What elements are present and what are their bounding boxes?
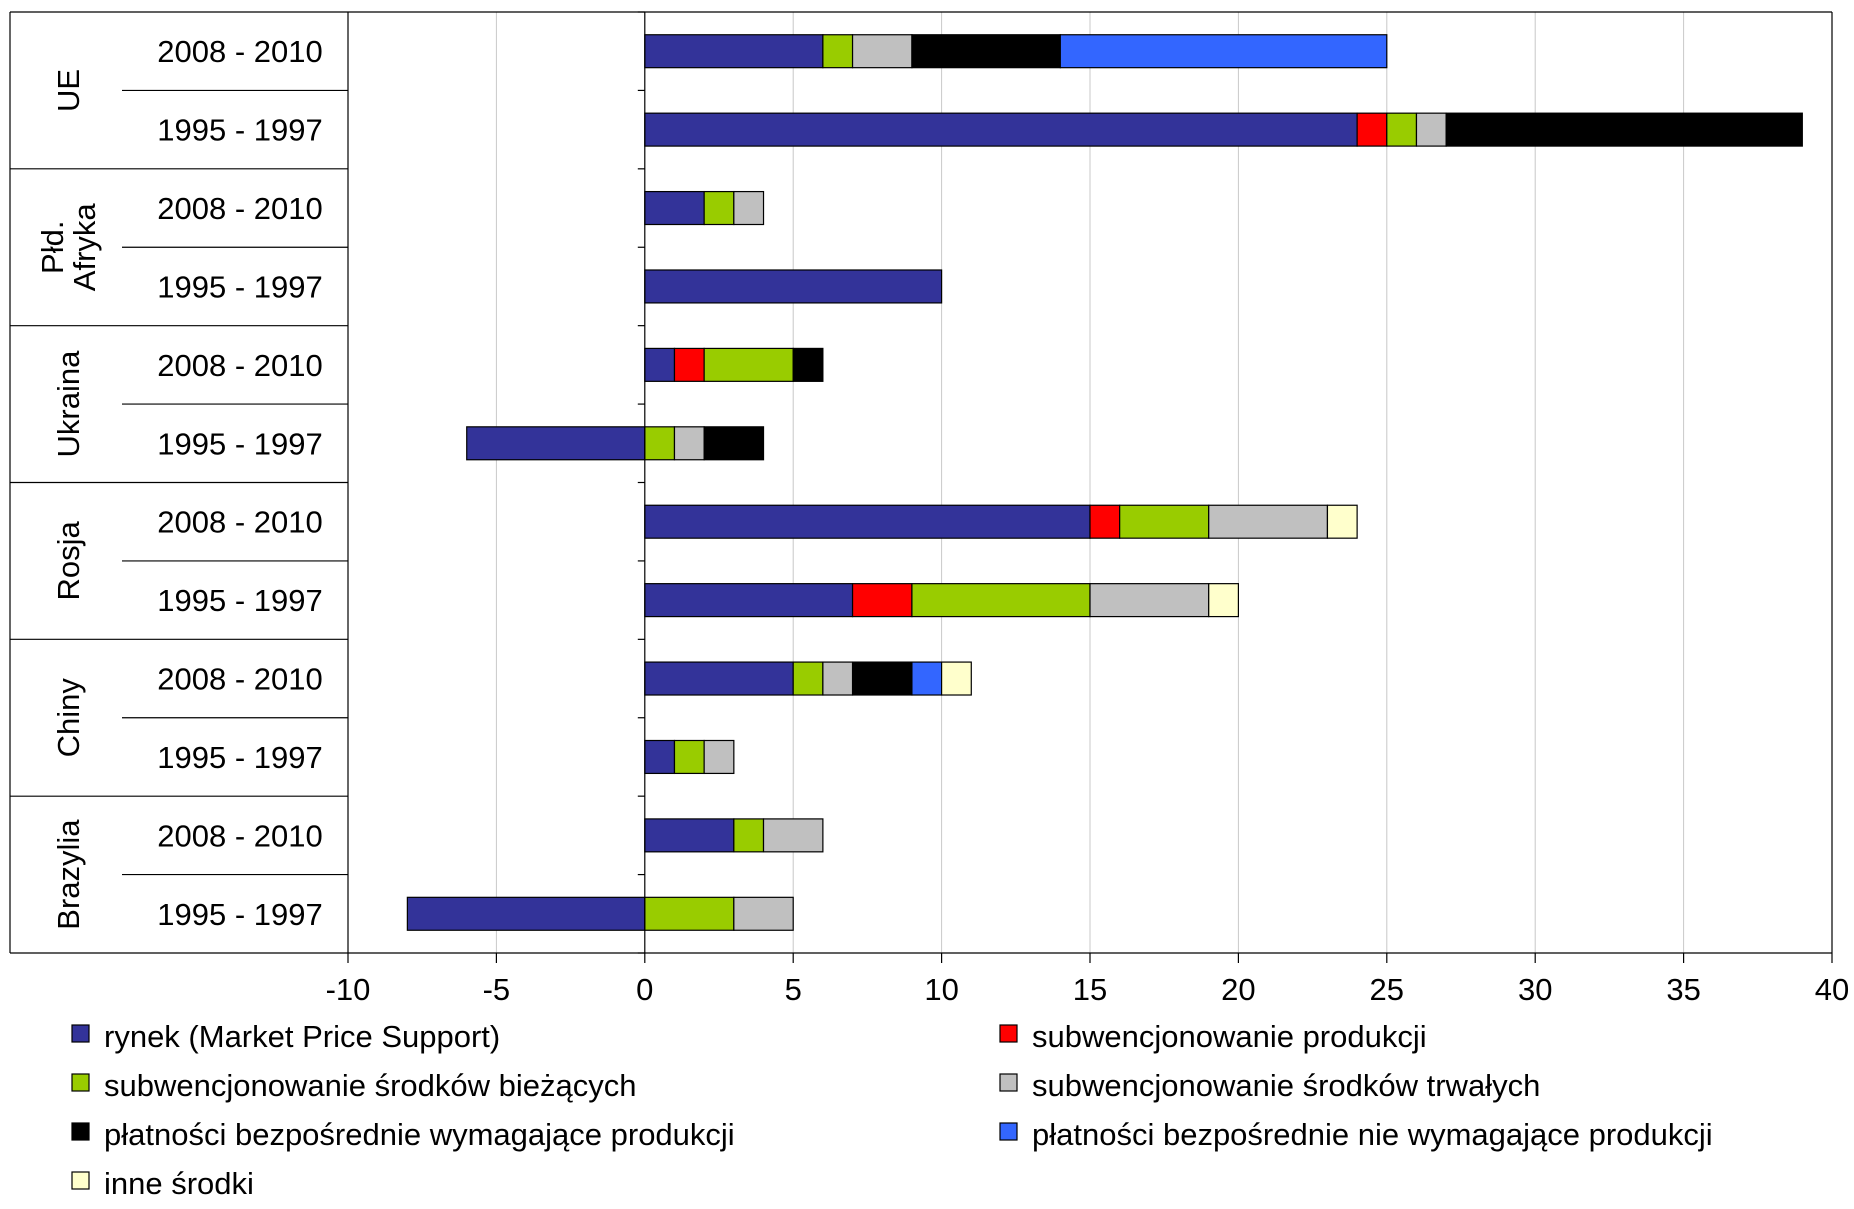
bar-segment — [703, 426, 765, 461]
row-label: 2008 - 2010 — [157, 505, 322, 540]
bar-segment — [703, 739, 735, 775]
x-tick-label: 25 — [1370, 972, 1404, 1007]
group-label: Płd. — [35, 221, 70, 274]
bar-segment — [851, 34, 913, 69]
bar-segment — [644, 34, 824, 69]
grid-lines — [347, 12, 1833, 953]
x-tick-label: 5 — [785, 972, 802, 1007]
bar-segment — [911, 661, 943, 696]
row-label: 2008 - 2010 — [157, 348, 322, 383]
bar-segment — [1089, 583, 1210, 618]
legend-swatch — [999, 1024, 1018, 1043]
legend-swatch — [71, 1073, 90, 1092]
bar-segment — [822, 661, 854, 696]
bar-segment — [1119, 504, 1210, 539]
legend-label: inne środki — [104, 1166, 254, 1201]
legend-label: płatności bezpośrednie wymagające produk… — [104, 1117, 735, 1152]
bar-segment — [703, 190, 735, 226]
legend-swatch — [999, 1122, 1018, 1141]
bar-segment — [1208, 504, 1329, 539]
group-label: Rosja — [51, 521, 86, 601]
group-label: Afryka — [67, 203, 102, 292]
x-tick-label: 0 — [636, 972, 653, 1007]
bar-segment — [762, 818, 824, 853]
legend: rynek (Market Price Support) subwencjonow… — [71, 1019, 1713, 1201]
bar-segment — [733, 818, 765, 853]
group-label: Chiny — [51, 678, 86, 758]
bar-segment — [644, 504, 1091, 539]
x-tick-label: 40 — [1815, 972, 1849, 1007]
bar-segment — [792, 347, 824, 382]
bar-segment — [644, 583, 854, 618]
group-labels: UE Płd.Afryka Ukraina Rosja Chiny Brazylia — [35, 69, 102, 930]
bar-segment — [466, 426, 646, 461]
bar-segment — [940, 661, 972, 696]
bar-segment — [644, 190, 705, 226]
bar-segment — [673, 347, 705, 382]
legend-label: subwencjonowanie środków bieżących — [104, 1068, 636, 1103]
bar-segment — [1415, 112, 1447, 147]
row-label: 2008 - 2010 — [157, 191, 322, 226]
x-tick-labels: -10 -5 0 5 10 15 20 25 30 35 40 — [326, 972, 1850, 1007]
bar-segment — [1059, 34, 1388, 69]
x-tick-label: 10 — [924, 972, 958, 1007]
legend-swatch — [71, 1122, 90, 1141]
group-label: Brazylia — [51, 819, 86, 930]
bars — [406, 34, 1803, 931]
row-label: 1995 - 1997 — [157, 740, 322, 775]
bar-segment — [703, 347, 794, 382]
x-tick-label: 20 — [1221, 972, 1255, 1007]
bar-segment — [822, 34, 854, 69]
x-tick-label: 35 — [1666, 972, 1700, 1007]
bar-segment — [851, 583, 913, 618]
legend-swatch — [71, 1024, 90, 1043]
bar-segment — [1208, 583, 1239, 618]
bar-segment — [792, 661, 824, 696]
x-tick-label: -10 — [326, 972, 371, 1007]
bar-segment — [644, 347, 676, 382]
row-label: 2008 - 2010 — [157, 662, 322, 697]
bar-segment — [673, 426, 705, 461]
row-label: 1995 - 1997 — [157, 426, 322, 461]
bar-segment — [733, 190, 765, 226]
x-tick-label: -5 — [483, 972, 511, 1007]
bar-segment — [644, 112, 1358, 147]
bar-segment — [1386, 112, 1418, 147]
bar-segment — [406, 896, 646, 931]
legend-label: subwencjonowanie środków trwałych — [1032, 1068, 1540, 1103]
bar-segment — [911, 34, 1061, 69]
bar-segment — [644, 896, 735, 931]
legend-swatch — [71, 1171, 90, 1190]
bar-segment — [733, 896, 794, 931]
legend-label: subwencjonowanie produkcji — [1032, 1019, 1427, 1054]
row-label: 1995 - 1997 — [157, 269, 322, 304]
bar-segment — [644, 661, 794, 696]
row-labels: 2008 - 2010 1995 - 1997 2008 - 2010 1995 - … — [157, 34, 322, 932]
row-label: 1995 - 1997 — [157, 897, 322, 932]
legend-swatch — [999, 1073, 1018, 1092]
bar-segment — [1089, 504, 1121, 539]
x-tick-label: 15 — [1073, 972, 1107, 1007]
bar-segment — [644, 426, 676, 461]
bar-segment — [911, 583, 1091, 618]
bar-segment — [644, 818, 735, 853]
bar-segment — [673, 739, 705, 775]
x-tick-label: 30 — [1518, 972, 1552, 1007]
row-label: 2008 - 2010 — [157, 34, 322, 69]
bar-segment — [1326, 504, 1358, 539]
legend-label: płatności bezpośrednie nie wymagające pr… — [1032, 1117, 1713, 1152]
bar-segment — [644, 269, 943, 304]
row-label: 2008 - 2010 — [157, 818, 322, 853]
bar-segment — [851, 661, 913, 696]
legend-label: rynek (Market Price Support) — [104, 1019, 500, 1054]
axes — [9, 11, 1833, 963]
group-label: Ukraina — [51, 350, 86, 458]
row-label: 1995 - 1997 — [157, 583, 322, 618]
bar-segment — [644, 739, 676, 775]
bar-segment — [1445, 112, 1803, 147]
row-label: 1995 - 1997 — [157, 113, 322, 148]
bar-segment — [1356, 112, 1388, 147]
group-label: UE — [51, 69, 86, 112]
